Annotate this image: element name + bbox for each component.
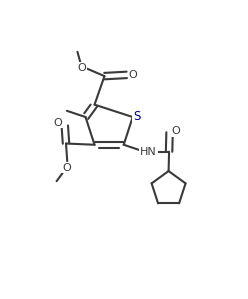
Text: S: S xyxy=(133,110,140,123)
Text: O: O xyxy=(78,63,86,73)
Text: HN: HN xyxy=(140,147,157,157)
Text: O: O xyxy=(171,126,180,136)
Text: O: O xyxy=(54,118,62,128)
Text: O: O xyxy=(129,70,137,80)
Text: O: O xyxy=(62,163,71,173)
